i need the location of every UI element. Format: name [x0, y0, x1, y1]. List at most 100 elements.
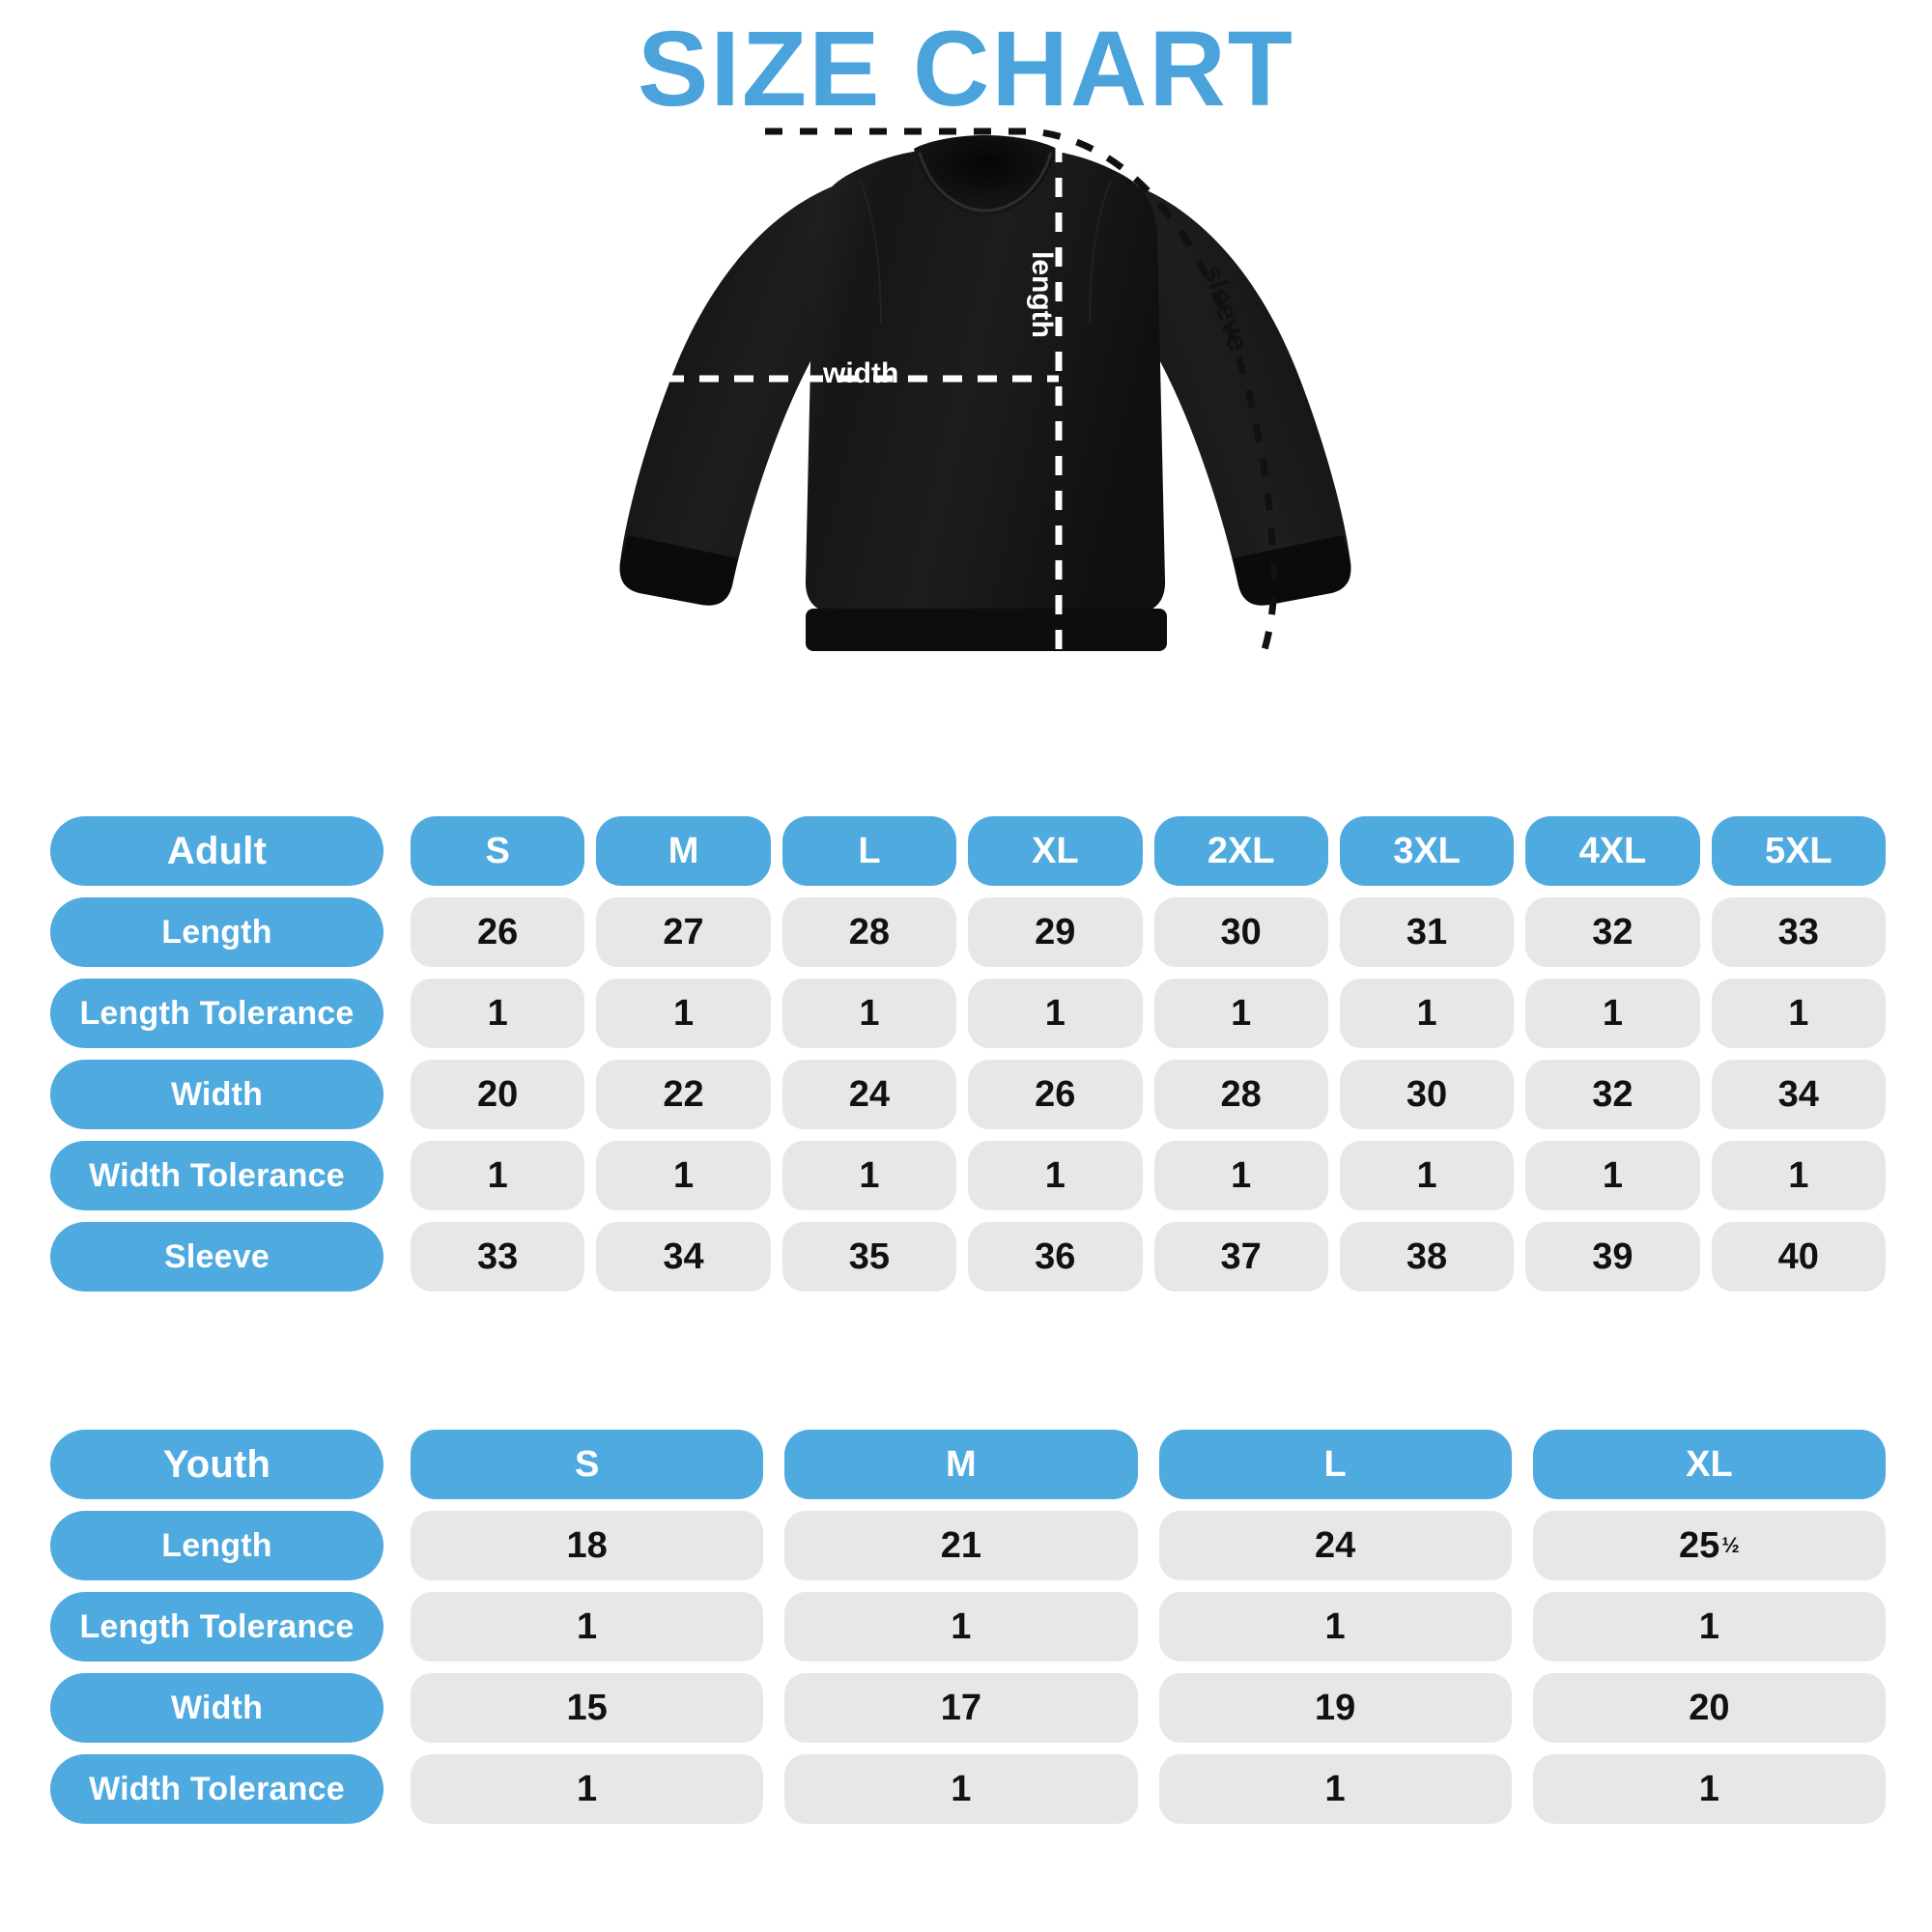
garment-figure: length width sleeve	[618, 126, 1352, 802]
table-title-adult: Adult	[50, 816, 384, 886]
table-row: Length 18 21 24 25 ½	[50, 1511, 1886, 1580]
row-label-width: Width	[50, 1060, 384, 1129]
cell-length-s: 18	[411, 1511, 764, 1580]
cell-width-m: 17	[784, 1673, 1138, 1743]
table-row: Width 15 17 19 20	[50, 1673, 1886, 1743]
column-gap	[384, 1592, 411, 1662]
cell-length-tolerance-2xl: 1	[1153, 979, 1328, 1048]
cell-length-tolerance-s: 1	[411, 979, 585, 1048]
left-shoulder-seam	[859, 179, 882, 326]
cell-width-4xl: 32	[1525, 1060, 1700, 1129]
page-title: SIZE CHART	[638, 10, 1294, 128]
row-label-width-tolerance: Width Tolerance	[50, 1754, 384, 1824]
row-value-cells: 15 17 19 20	[411, 1673, 1886, 1743]
size-header-m[interactable]: M	[784, 1430, 1138, 1499]
size-header-l[interactable]: L	[781, 816, 957, 886]
row-label-length: Length	[50, 1511, 384, 1580]
cell-sleeve-4xl: 39	[1525, 1222, 1700, 1292]
size-header-3xl[interactable]: 3XL	[1339, 816, 1515, 886]
size-header-xl[interactable]: XL	[968, 816, 1143, 886]
size-header-m[interactable]: M	[596, 816, 771, 886]
size-header-l[interactable]: L	[1158, 1430, 1512, 1499]
size-header-s[interactable]: S	[411, 816, 585, 886]
cell-width-tolerance-5xl: 1	[1711, 1141, 1886, 1210]
cell-sleeve-m: 34	[596, 1222, 771, 1292]
cell-length-tolerance-xl: 1	[1532, 1592, 1886, 1662]
size-header-4xl[interactable]: 4XL	[1525, 816, 1700, 886]
cell-length-tolerance-3xl: 1	[1339, 979, 1515, 1048]
right-cuff	[1233, 535, 1351, 606]
size-header-2xl[interactable]: 2XL	[1153, 816, 1328, 886]
row-label-width-tolerance: Width Tolerance	[50, 1141, 384, 1210]
cell-length-3xl: 31	[1339, 897, 1515, 967]
column-gap	[384, 1754, 411, 1824]
cell-width-tolerance-s: 1	[411, 1754, 764, 1824]
cell-length-tolerance-5xl: 1	[1711, 979, 1886, 1048]
cell-length-2xl: 30	[1153, 897, 1328, 967]
column-gap	[384, 979, 411, 1048]
cell-width-tolerance-s: 1	[411, 1141, 585, 1210]
row-value-cells: 26 27 28 29 30 31 32 33	[411, 897, 1886, 967]
cell-width-tolerance-xl: 1	[968, 1141, 1143, 1210]
cell-length-tolerance-4xl: 1	[1525, 979, 1700, 1048]
cell-sleeve-s: 33	[411, 1222, 585, 1292]
row-label-sleeve: Sleeve	[50, 1222, 384, 1292]
cell-width-xl: 20	[1532, 1673, 1886, 1743]
cell-width-tolerance-xl: 1	[1532, 1754, 1886, 1824]
cell-width-3xl: 30	[1339, 1060, 1515, 1129]
hem-band	[806, 609, 1167, 651]
table-row: Length Tolerance 1 1 1 1 1 1 1 1	[50, 979, 1886, 1048]
row-label-length-tolerance: Length Tolerance	[50, 1592, 384, 1662]
cell-width-xl: 26	[968, 1060, 1143, 1129]
cell-sleeve-5xl: 40	[1711, 1222, 1886, 1292]
cell-length-tolerance-l: 1	[1158, 1592, 1512, 1662]
cell-width-tolerance-4xl: 1	[1525, 1141, 1700, 1210]
column-gap	[384, 816, 411, 886]
cell-sleeve-xl: 36	[968, 1222, 1143, 1292]
right-sleeve	[1099, 185, 1351, 606]
table-row: Width 20 22 24 26 28 30 32 34	[50, 1060, 1886, 1129]
size-header-cells: S M L XL	[411, 1430, 1886, 1499]
row-value-cells: 18 21 24 25 ½	[411, 1511, 1886, 1580]
left-cuff	[619, 535, 738, 606]
collar	[914, 135, 1057, 216]
row-label-length-tolerance: Length Tolerance	[50, 979, 384, 1048]
cell-width-tolerance-l: 1	[781, 1141, 957, 1210]
size-header-cells: S M L XL 2XL 3XL 4XL 5XL	[411, 816, 1886, 886]
cell-length-m: 27	[596, 897, 771, 967]
cell-length-xl: 29	[968, 897, 1143, 967]
cell-width-s: 15	[411, 1673, 764, 1743]
size-header-xl[interactable]: XL	[1532, 1430, 1886, 1499]
width-measurement-label: width	[823, 357, 899, 389]
right-shoulder-seam	[1089, 179, 1112, 326]
cell-width-tolerance-3xl: 1	[1339, 1141, 1515, 1210]
cell-length-l: 24	[1158, 1511, 1512, 1580]
cell-width-2xl: 28	[1153, 1060, 1328, 1129]
table-header-row: Youth S M L XL	[50, 1430, 1886, 1499]
cell-sleeve-3xl: 38	[1339, 1222, 1515, 1292]
size-header-5xl[interactable]: 5XL	[1711, 816, 1886, 886]
cell-width-m: 22	[596, 1060, 771, 1129]
cell-length-l: 28	[781, 897, 957, 967]
cell-width-tolerance-m: 1	[596, 1141, 771, 1210]
column-gap	[384, 1141, 411, 1210]
table-row: Length 26 27 28 29 30 31 32 33	[50, 897, 1886, 967]
cell-length-5xl: 33	[1711, 897, 1886, 967]
cell-length-tolerance-s: 1	[411, 1592, 764, 1662]
left-sleeve	[619, 185, 871, 606]
adult-size-table: Adult S M L XL 2XL 3XL 4XL 5XL Length 26 27 28 29 30 31…	[50, 816, 1886, 1292]
cell-length-4xl: 32	[1525, 897, 1700, 967]
sleeve-guide-line	[765, 128, 1278, 655]
table-row: Length Tolerance 1 1 1 1	[50, 1592, 1886, 1662]
cell-length-tolerance-m: 1	[596, 979, 771, 1048]
cell-length-s: 26	[411, 897, 585, 967]
cell-length-tolerance-m: 1	[784, 1592, 1138, 1662]
column-gap	[384, 1222, 411, 1292]
column-gap	[384, 897, 411, 967]
youth-size-table: Youth S M L XL Length 18 21 24 25 ½ Length Toleranc…	[50, 1430, 1886, 1824]
cell-length-tolerance-xl: 1	[968, 979, 1143, 1048]
size-header-s[interactable]: S	[411, 1430, 764, 1499]
